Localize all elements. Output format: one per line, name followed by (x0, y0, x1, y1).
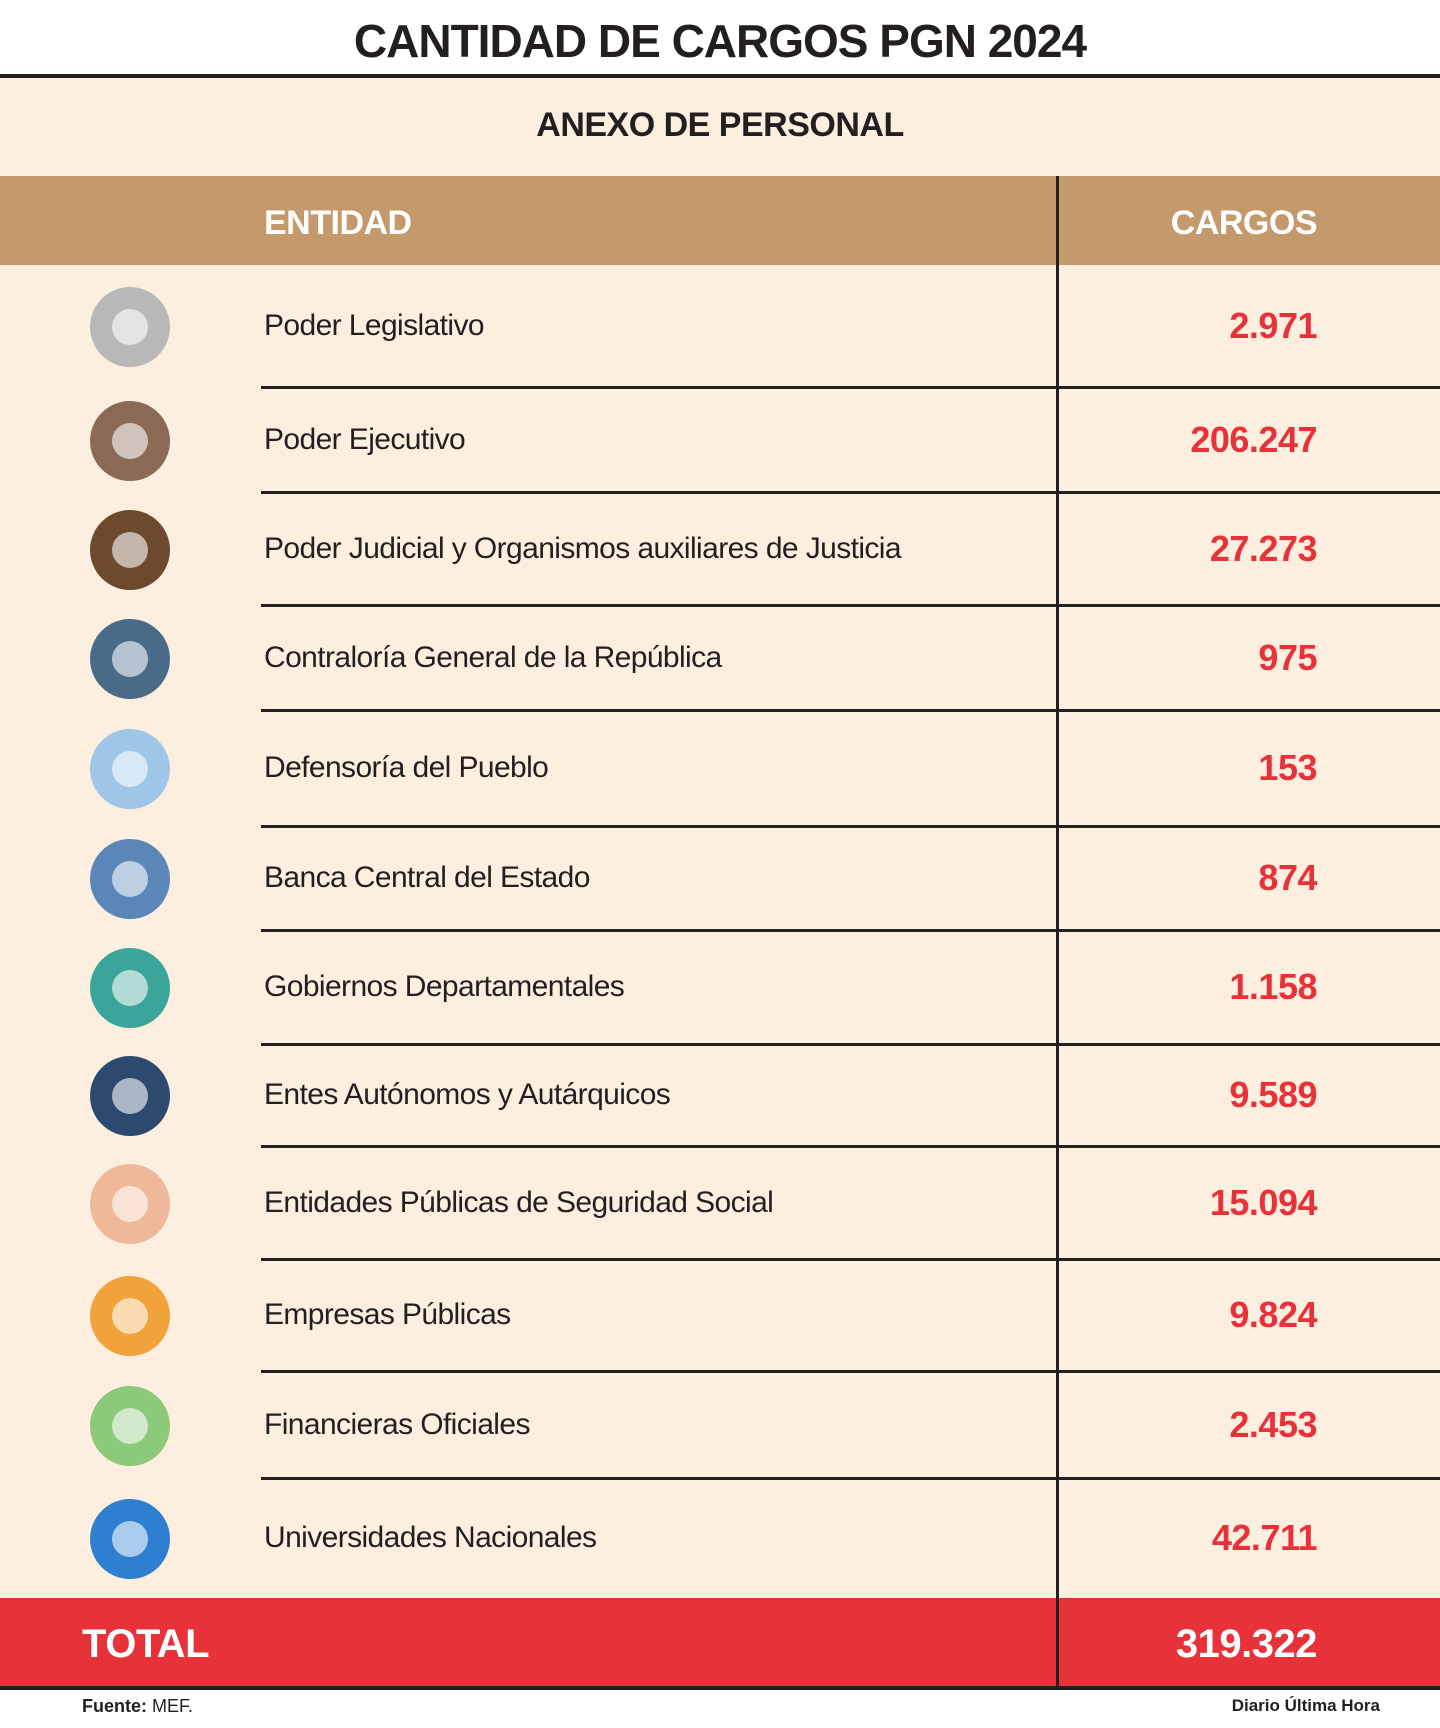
subtitle: ANEXO DE PERSONAL (536, 106, 904, 144)
icon (90, 1056, 170, 1136)
icon-detail (112, 640, 148, 677)
row-separator (261, 709, 1440, 712)
entity-name: Entidades Públicas de Seguridad Social (264, 1185, 774, 1219)
icon-detail (112, 531, 148, 568)
row-separator (261, 491, 1440, 494)
table-background (0, 78, 1440, 1686)
row-separator (261, 604, 1440, 607)
icon (90, 1385, 170, 1466)
entity-name: Banca Central del Estado (264, 861, 590, 894)
row-separator (261, 929, 1440, 932)
entity-name: Contraloría General de la República (264, 640, 722, 674)
cargos-value: 874 (1258, 857, 1317, 898)
icon (90, 286, 170, 367)
entity-name: Poder Legislativo (264, 308, 485, 342)
entity-name: Empresas Públicas (264, 1298, 511, 1331)
credit: Diario Última Hora (1231, 1696, 1380, 1715)
icon (90, 948, 170, 1028)
entity-name: Gobiernos Departamentales (264, 970, 625, 1003)
icon (90, 1163, 170, 1244)
cargos-value: 975 (1258, 636, 1317, 678)
icon (90, 618, 170, 699)
rule (0, 1686, 1440, 1690)
cargos-value: 153 (1258, 747, 1317, 788)
icon-detail (112, 1407, 148, 1444)
column-header: CARGOS (1170, 204, 1318, 242)
cargos-value: 42.711 (1211, 1516, 1318, 1558)
icon-detail (112, 422, 148, 459)
icon-detail (112, 1298, 148, 1334)
rule (0, 74, 1440, 78)
icon (90, 1276, 170, 1356)
title: CANTIDAD DE CARGOS PGN 2024 (353, 15, 1087, 67)
icon-detail (112, 970, 148, 1006)
entity-name: Poder Judicial y Organismos auxiliares d… (264, 531, 902, 565)
cargos-value: 206.247 (1190, 418, 1317, 460)
row-separator (261, 386, 1440, 389)
table-header (0, 176, 1440, 265)
cargos-value: 2.453 (1229, 1403, 1317, 1445)
entity-name: Entes Autónomos y Autárquicos (264, 1078, 671, 1111)
row-separator (261, 825, 1440, 828)
column-header: ENTIDAD (264, 204, 412, 242)
icon-detail (112, 1520, 148, 1557)
entity-name: Universidades Nacionales (264, 1520, 597, 1554)
icon (90, 400, 170, 481)
row-separator (261, 1477, 1440, 1480)
cargos-value: 2.971 (1229, 304, 1317, 346)
cargos-value: 9.589 (1229, 1074, 1317, 1115)
total-value: 319.322 (1175, 1622, 1318, 1666)
entity-name: Financieras Oficiales (264, 1407, 530, 1441)
total-label: TOTAL (82, 1622, 210, 1666)
entity-name: Defensoría del Pueblo (264, 751, 549, 784)
row-separator (261, 1370, 1440, 1373)
source-label: Fuente: (82, 1696, 147, 1716)
icon (90, 1498, 170, 1579)
cargos-value: 27.273 (1209, 527, 1318, 569)
icon (90, 839, 170, 919)
icon-detail (112, 1185, 148, 1222)
total-row (0, 1598, 1440, 1686)
row-separator (261, 1043, 1440, 1046)
icon-detail (112, 308, 148, 345)
source: Fuente: MEF. (82, 1696, 193, 1717)
icon (90, 729, 170, 809)
source-text: MEF. (152, 1696, 194, 1716)
cargos-value: 1.158 (1229, 966, 1317, 1007)
icon-detail (112, 751, 148, 787)
entity-name: Poder Ejecutivo (264, 422, 466, 456)
icon-detail (112, 861, 148, 897)
row-separator (261, 1145, 1440, 1148)
icon (90, 509, 170, 590)
row-separator (261, 1258, 1440, 1261)
cargos-value: 15.094 (1209, 1181, 1318, 1223)
icon-detail (112, 1078, 148, 1114)
cargos-value: 9.824 (1229, 1294, 1317, 1335)
